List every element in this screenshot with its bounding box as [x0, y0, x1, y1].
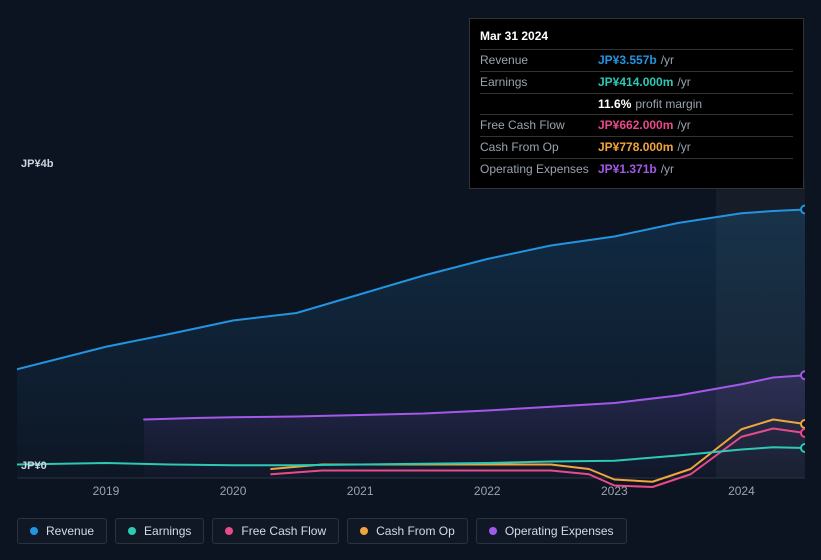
tooltip-row-unit: /yr	[677, 118, 690, 132]
legend-dot-icon	[128, 527, 136, 535]
tooltip-row: EarningsJP¥414.000m/yr	[480, 72, 793, 94]
legend-item-revenue[interactable]: Revenue	[17, 518, 107, 544]
tooltip-row-label: Cash From Op	[480, 139, 598, 156]
legend-item-operating-expenses[interactable]: Operating Expenses	[476, 518, 627, 544]
legend-label: Revenue	[46, 524, 94, 538]
legend-dot-icon	[360, 527, 368, 535]
legend-item-free-cash-flow[interactable]: Free Cash Flow	[212, 518, 339, 544]
x-axis-label: 2020	[220, 484, 247, 498]
tooltip-row-unit: /yr	[661, 162, 674, 176]
x-axis-label: 2019	[93, 484, 120, 498]
tooltip-row-unit: /yr	[677, 140, 690, 154]
legend-label: Cash From Op	[376, 524, 455, 538]
x-axis-label: 2024	[728, 484, 755, 498]
tooltip-row: RevenueJP¥3.557b/yr	[480, 50, 793, 72]
tooltip-row-label: Earnings	[480, 74, 598, 91]
y-axis-label-zero: JP¥0	[21, 460, 47, 472]
tooltip-row: Cash From OpJP¥778.000m/yr	[480, 137, 793, 159]
x-axis-label: 2022	[474, 484, 501, 498]
tooltip-row-value: JP¥778.000m	[598, 140, 673, 154]
tooltip-row-value: JP¥1.371b	[598, 162, 657, 176]
x-axis-label: 2021	[347, 484, 374, 498]
legend-dot-icon	[225, 527, 233, 535]
legend-item-earnings[interactable]: Earnings	[115, 518, 204, 544]
legend-dot-icon	[489, 527, 497, 535]
tooltip-row-label: Operating Expenses	[480, 161, 598, 178]
legend-dot-icon	[30, 527, 38, 535]
tooltip-row: Operating ExpensesJP¥1.371b/yr	[480, 159, 793, 180]
legend-label: Free Cash Flow	[241, 524, 326, 538]
y-axis-label-top: JP¥4b	[21, 158, 53, 170]
legend-item-cash-from-op[interactable]: Cash From Op	[347, 518, 468, 544]
tooltip-row-label	[480, 96, 598, 113]
tooltip-row-unit: profit margin	[635, 97, 702, 111]
legend-label: Operating Expenses	[505, 524, 614, 538]
tooltip-row-unit: /yr	[661, 53, 674, 67]
tooltip-row: Free Cash FlowJP¥662.000m/yr	[480, 115, 793, 137]
chart-legend: Revenue Earnings Free Cash Flow Cash From O…	[17, 518, 627, 544]
tooltip-row: 11.6% profit margin	[480, 94, 793, 116]
tooltip-row-label: Free Cash Flow	[480, 117, 598, 134]
tooltip-row-value: JP¥414.000m	[598, 75, 673, 89]
tooltip-row-value: 11.6%	[598, 97, 631, 111]
legend-label: Earnings	[144, 524, 191, 538]
tooltip-date: Mar 31 2024	[480, 27, 793, 50]
tooltip-row-value: JP¥3.557b	[598, 53, 657, 67]
tooltip-row-label: Revenue	[480, 52, 598, 69]
tooltip-row-unit: /yr	[677, 75, 690, 89]
tooltip-row-value: JP¥662.000m	[598, 118, 673, 132]
chart-tooltip: Mar 31 2024 RevenueJP¥3.557b/yrEarningsJ…	[469, 18, 804, 189]
x-axis-label: 2023	[601, 484, 628, 498]
